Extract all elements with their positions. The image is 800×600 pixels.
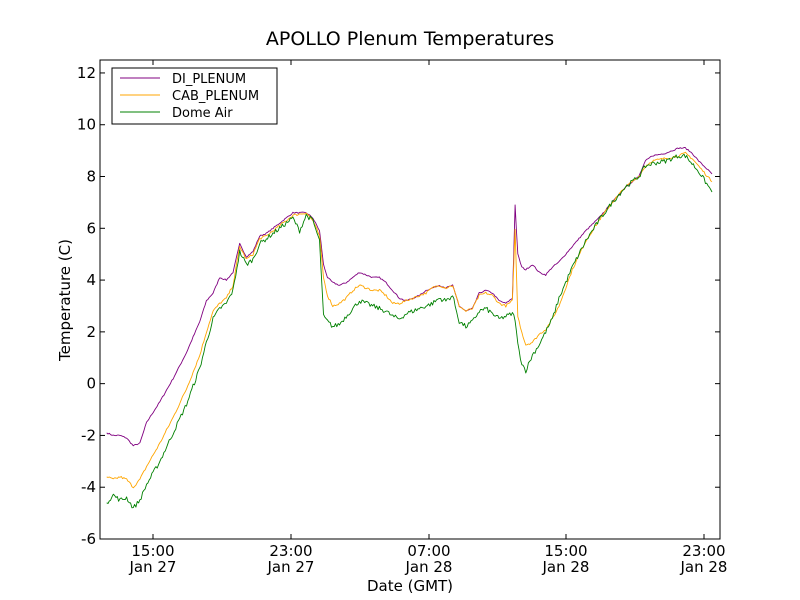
y-tick-label: 0 — [86, 375, 96, 393]
legend-label: CAB_PLENUM — [172, 89, 259, 104]
x-tick-label-date: Jan 28 — [542, 558, 590, 576]
y-tick-label: 10 — [77, 116, 96, 134]
legend: DI_PLENUM CAB_PLENUM Dome Air — [111, 67, 278, 125]
x-tick-label-time: 23:00 — [269, 542, 312, 560]
plot-frame — [99, 59, 721, 540]
x-tick-label-date: Jan 27 — [267, 558, 315, 576]
x-tick-label-date: Jan 28 — [405, 558, 453, 576]
x-tick-label-date: Jan 28 — [680, 558, 728, 576]
y-axis: -6 -4 -2 0 2 4 6 8 10 12 — [77, 64, 720, 548]
y-tick-label: 4 — [86, 271, 96, 289]
legend-label: DI_PLENUM — [172, 72, 246, 87]
x-tick-label-date: Jan 27 — [129, 558, 177, 576]
y-tick-label: 8 — [86, 168, 96, 186]
legend-label: Dome Air — [172, 106, 233, 121]
legend-box — [111, 67, 278, 125]
y-tick-label: -6 — [81, 530, 96, 548]
x-tick-label-time: 15:00 — [131, 542, 174, 560]
x-tick-label-time: 15:00 — [544, 542, 587, 560]
y-tick-label: 6 — [86, 219, 96, 237]
y-tick-label: 12 — [77, 64, 96, 82]
y-tick-label: 2 — [86, 323, 96, 341]
series-line-dome-air — [106, 153, 713, 509]
series-layer — [106, 147, 713, 509]
y-tick-label: -2 — [81, 426, 96, 444]
chart-title: APOLLO Plenum Temperatures — [266, 28, 554, 50]
x-tick-label-time: 07:00 — [407, 542, 450, 560]
x-tick-label-time: 23:00 — [682, 542, 725, 560]
y-tick-label: -4 — [81, 478, 96, 496]
x-axis-label: Date (GMT) — [367, 577, 453, 595]
y-axis-label: Temperature (C) — [56, 239, 74, 362]
